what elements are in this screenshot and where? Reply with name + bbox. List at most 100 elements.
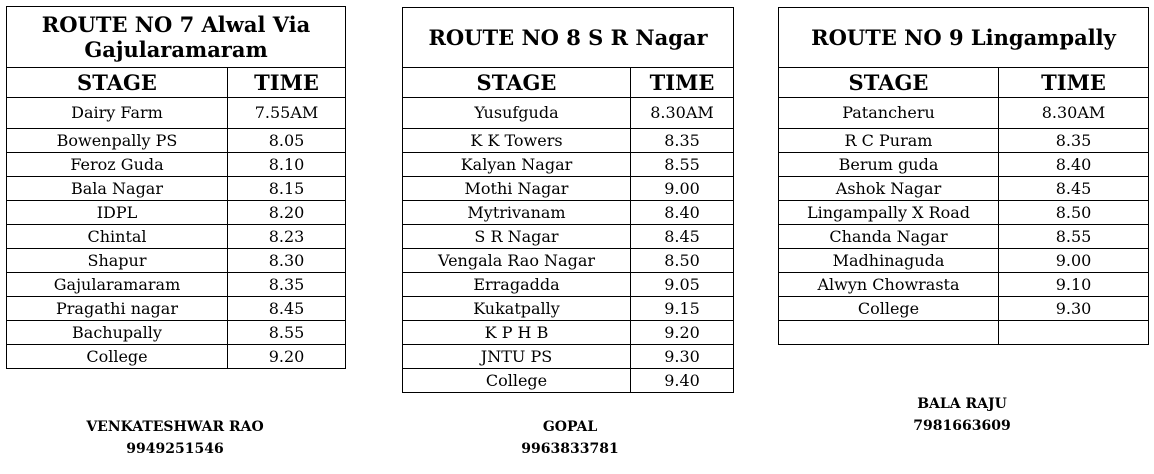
stage-cell: College [778, 296, 999, 321]
route-9-table: ROUTE NO 9 Lingampally STAGE TIME Patanc… [777, 7, 1150, 345]
route-title: ROUTE NO 8 S R Nagar [402, 7, 734, 68]
table-row: Vengala Rao Nagar 8.50 [402, 248, 734, 273]
stage-cell: Gajularamaram [6, 272, 228, 297]
stage-cell: Shapur [6, 248, 228, 273]
time-cell: 8.35 [630, 128, 734, 153]
contact-name: GOPAL [542, 419, 598, 435]
table-row [778, 320, 1150, 345]
time-cell: 8.45 [630, 224, 734, 249]
time-cell: 8.45 [997, 176, 1150, 201]
table-row: Yusufguda 8.30AM [402, 97, 734, 129]
time-cell: 9.15 [630, 296, 734, 321]
time-cell: 8.55 [226, 320, 347, 345]
table-row: Chanda Nagar 8.55 [778, 224, 1150, 249]
table-row: Kalyan Nagar 8.55 [402, 152, 734, 177]
time-cell: 8.30AM [997, 97, 1150, 129]
stage-cell: College [6, 344, 228, 369]
time-cell: 8.30AM [630, 97, 734, 129]
stage-cell: Feroz Guda [6, 152, 228, 177]
time-cell: 8.20 [226, 200, 347, 225]
table-row: R C Puram 8.35 [778, 128, 1150, 153]
time-cell: 8.30 [226, 248, 347, 273]
time-cell: 9.10 [997, 272, 1150, 297]
table-row: Kukatpally 9.15 [402, 296, 734, 321]
time-cell: 9.30 [630, 344, 734, 369]
stage-cell: Bachupally [6, 320, 228, 345]
stage-cell: Bowenpally PS [6, 128, 228, 153]
time-cell: 8.40 [630, 200, 734, 225]
table-row: Mytrivanam 8.40 [402, 200, 734, 225]
stage-cell: IDPL [6, 200, 228, 225]
stage-cell: S R Nagar [402, 224, 631, 249]
time-cell: 8.50 [630, 248, 734, 273]
table-row: JNTU PS 9.30 [402, 344, 734, 369]
time-cell: 9.30 [997, 296, 1150, 321]
time-cell: 9.00 [630, 176, 734, 201]
time-cell: 8.15 [226, 176, 347, 201]
time-cell: 8.55 [997, 224, 1150, 249]
stage-cell: Mothi Nagar [402, 176, 631, 201]
table-row: College 9.30 [778, 296, 1150, 321]
stage-header: STAGE [6, 67, 228, 98]
stage-cell: Bala Nagar [6, 176, 228, 201]
route-title: ROUTE NO 7 Alwal Via Gajularamaram [5, 6, 347, 68]
table-row: College 9.20 [6, 344, 347, 369]
time-cell: 8.55 [630, 152, 734, 177]
time-cell [997, 320, 1150, 345]
stage-cell: Madhinaguda [778, 248, 999, 273]
table-row: Shapur 8.30 [6, 248, 347, 273]
route-title: ROUTE NO 9 Lingampally [777, 7, 1150, 68]
time-cell: 8.35 [997, 128, 1150, 153]
table-row: Chintal 8.23 [6, 224, 347, 249]
time-cell: 7.55AM [226, 97, 347, 129]
table-row: Patancheru 8.30AM [778, 97, 1150, 129]
table-row: Feroz Guda 8.10 [6, 152, 347, 177]
route-8-table: ROUTE NO 8 S R Nagar STAGE TIME Yusufgud… [402, 7, 734, 393]
stage-cell: K K Towers [402, 128, 631, 153]
table-row: S R Nagar 8.45 [402, 224, 734, 249]
stage-cell: K P H B [402, 320, 631, 345]
table-row: Lingampally X Road 8.50 [778, 200, 1150, 225]
stage-cell: Patancheru [778, 97, 999, 129]
time-cell: 8.40 [997, 152, 1150, 177]
route-7-table: ROUTE NO 7 Alwal Via Gajularamaram STAGE… [5, 6, 347, 369]
stage-cell: Vengala Rao Nagar [402, 248, 631, 273]
table-row: Ashok Nagar 8.45 [778, 176, 1150, 201]
contact-phone: 9963833781 [521, 441, 619, 457]
time-header: TIME [997, 67, 1150, 98]
time-cell: 8.10 [226, 152, 347, 177]
stage-header: STAGE [402, 67, 631, 98]
stage-cell: Erragadda [402, 272, 631, 297]
stage-cell: Mytrivanam [402, 200, 631, 225]
stage-cell: Lingampally X Road [778, 200, 999, 225]
stage-cell: R C Puram [778, 128, 999, 153]
table-row: Dairy Farm 7.55AM [6, 97, 347, 129]
contact-name: VENKATESHWAR RAO [86, 419, 264, 435]
time-cell: 8.50 [997, 200, 1150, 225]
contact-name: BALA RAJU [917, 396, 1007, 412]
stage-cell: Kukatpally [402, 296, 631, 321]
contact-gopal: GOPAL 9963833781 [470, 416, 670, 460]
contact-phone: 9949251546 [126, 441, 224, 457]
stage-header: STAGE [778, 67, 999, 98]
table-row: IDPL 8.20 [6, 200, 347, 225]
time-cell: 8.23 [226, 224, 347, 249]
stage-cell: College [402, 368, 631, 393]
table-row: Erragadda 9.05 [402, 272, 734, 297]
table-row: Mothi Nagar 9.00 [402, 176, 734, 201]
table-row: Gajularamaram 8.35 [6, 272, 347, 297]
stage-cell: Ashok Nagar [778, 176, 999, 201]
contact-venkateshwar-rao: VENKATESHWAR RAO 9949251546 [55, 416, 295, 460]
table-row: Bala Nagar 8.15 [6, 176, 347, 201]
stage-cell: Yusufguda [402, 97, 631, 129]
stage-cell: Berum guda [778, 152, 999, 177]
time-cell: 9.20 [630, 320, 734, 345]
stage-cell: JNTU PS [402, 344, 631, 369]
stage-cell [778, 320, 999, 345]
time-cell: 8.05 [226, 128, 347, 153]
table-row: Alwyn Chowrasta 9.10 [778, 272, 1150, 297]
stage-cell: Chintal [6, 224, 228, 249]
time-cell: 8.45 [226, 296, 347, 321]
table-row: Berum guda 8.40 [778, 152, 1150, 177]
stage-cell: Kalyan Nagar [402, 152, 631, 177]
